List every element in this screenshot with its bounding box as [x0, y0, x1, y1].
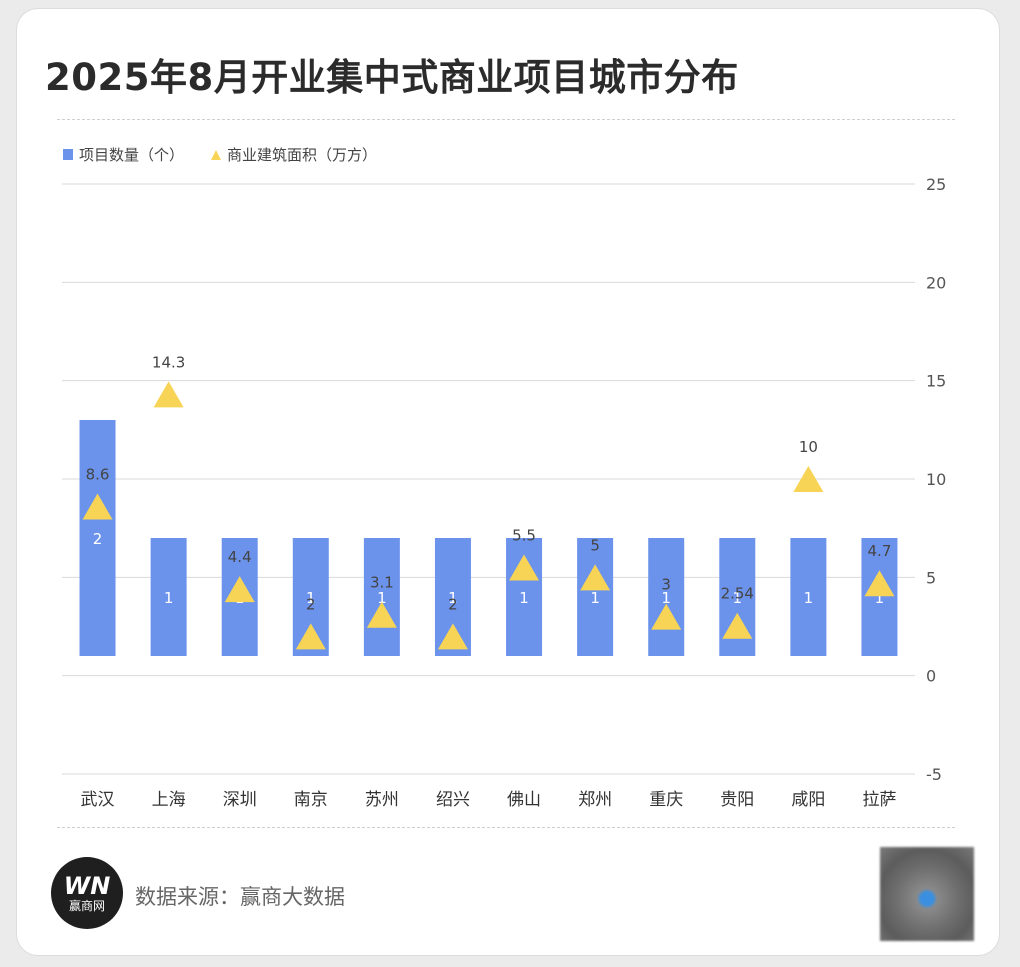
brand-logo-text: 赢商网	[68, 898, 105, 913]
point-value-label: 2	[448, 595, 458, 613]
bar	[79, 420, 116, 656]
triangle-point	[224, 576, 255, 603]
triangle-point	[651, 603, 682, 630]
x-tick-label: 咸阳	[791, 790, 825, 810]
triangle-point	[366, 601, 397, 628]
triangle-point	[509, 554, 540, 581]
brand-logo: WN 赢商网	[51, 857, 123, 929]
point-value-label: 2	[306, 595, 316, 613]
triangle-point	[580, 564, 611, 591]
x-tick-label: 拉萨	[862, 790, 896, 810]
bar-value-label: 1	[804, 589, 814, 607]
x-tick-label: 上海	[152, 790, 186, 810]
triangle-point	[437, 623, 468, 650]
chart-title: 2025年8月开业集中式商业项目城市分布	[45, 56, 739, 99]
triangle-point	[793, 466, 824, 492]
chart-card: 2025年8月开业集中式商业项目城市分布 WN 赢商网 数据来源：赢商大数据	[16, 8, 1000, 956]
y-tick-label: 5	[926, 568, 936, 587]
point-value-label: 8.6	[86, 466, 110, 484]
point-value-label: 14.3	[152, 353, 185, 371]
x-tick-label: 南京	[294, 790, 328, 810]
x-tick-label: 贵阳	[720, 790, 754, 810]
bar-value-label: 1	[733, 589, 743, 607]
bar	[648, 538, 685, 656]
qr-code-image	[880, 847, 974, 941]
bar-value-label: 1	[661, 589, 671, 607]
footer-divider	[57, 827, 955, 828]
x-tick-label: 绍兴	[436, 790, 470, 810]
triangle-point	[295, 623, 326, 650]
bar	[577, 538, 614, 656]
point-value-label: 5	[590, 536, 600, 554]
bar-value-label: 1	[448, 589, 458, 607]
bar-value-label: 1	[875, 589, 885, 607]
point-value-label: 2.54	[721, 585, 754, 603]
y-tick-label: 25	[926, 175, 946, 194]
legend-triangle-label: 商业建筑面积（万方）	[227, 146, 377, 164]
bar-value-label: 2	[93, 530, 103, 548]
triangle-point	[153, 381, 184, 408]
legend-triangle-swatch	[211, 150, 221, 160]
y-tick-label: 15	[926, 372, 946, 391]
x-tick-label: 郑州	[578, 790, 612, 810]
triangle-point	[82, 493, 113, 520]
y-tick-label: 20	[926, 273, 946, 292]
point-value-label: 3	[661, 576, 671, 594]
point-value-label: 3.1	[370, 574, 394, 592]
x-tick-label: 苏州	[365, 790, 399, 810]
triangle-point	[722, 612, 753, 639]
brand-logo-mark: WN	[63, 871, 111, 900]
bar	[150, 538, 187, 656]
triangle-point	[864, 570, 895, 597]
bar-value-label: 1	[306, 589, 316, 607]
bar-value-label: 1	[164, 589, 174, 607]
legend-bar-swatch	[63, 149, 73, 160]
bar	[790, 538, 827, 656]
data-source: 数据来源：赢商大数据	[135, 885, 345, 909]
bar	[861, 538, 898, 656]
point-value-label: 5.5	[512, 527, 536, 545]
x-tick-label: 深圳	[223, 790, 257, 810]
y-tick-label: 0	[926, 667, 936, 686]
legend-bar-label: 项目数量（个）	[79, 146, 184, 164]
x-tick-label: 重庆	[649, 790, 683, 810]
x-tick-label: 佛山	[507, 790, 541, 810]
y-tick-label: -5	[926, 765, 942, 784]
x-tick-label: 武汉	[81, 790, 115, 810]
bar-value-label: 1	[377, 589, 387, 607]
title-divider	[57, 119, 955, 120]
point-value-label: 4.4	[228, 548, 252, 566]
bar-value-label: 1	[519, 589, 529, 607]
bar	[363, 538, 400, 656]
point-value-label: 4.7	[868, 542, 892, 560]
bar-value-label: 1	[590, 589, 600, 607]
y-tick-label: 10	[926, 470, 946, 489]
point-value-label: 10	[799, 438, 818, 456]
